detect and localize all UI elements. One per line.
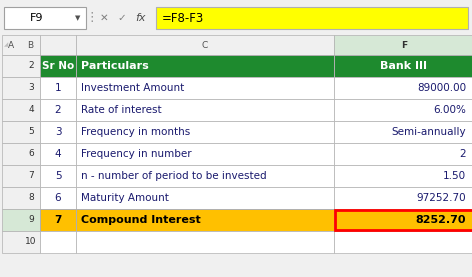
Bar xyxy=(76,187,334,209)
Bar xyxy=(334,55,472,77)
Bar xyxy=(334,77,472,99)
Text: Bank III: Bank III xyxy=(380,61,428,71)
Bar xyxy=(156,7,468,29)
Text: C: C xyxy=(202,40,208,50)
Bar xyxy=(334,209,472,231)
Text: Investment Amount: Investment Amount xyxy=(81,83,184,93)
Bar xyxy=(334,35,472,55)
Text: 3: 3 xyxy=(28,83,34,93)
Text: 2: 2 xyxy=(459,149,466,159)
Text: Particulars: Particulars xyxy=(81,61,149,71)
Text: 97252.70: 97252.70 xyxy=(416,193,466,203)
Bar xyxy=(334,99,472,121)
Text: fx: fx xyxy=(135,13,145,23)
Bar xyxy=(76,165,334,187)
Text: Rate of interest: Rate of interest xyxy=(81,105,161,115)
Text: B: B xyxy=(27,40,33,50)
Bar xyxy=(0,3,472,33)
Text: 5: 5 xyxy=(28,127,34,137)
Bar xyxy=(335,210,472,230)
Bar xyxy=(40,35,76,55)
Text: Frequency in months: Frequency in months xyxy=(81,127,190,137)
Text: ◢: ◢ xyxy=(4,42,8,47)
Bar xyxy=(4,7,86,29)
Bar xyxy=(76,99,334,121)
Text: 3: 3 xyxy=(55,127,61,137)
Text: ⋮: ⋮ xyxy=(86,12,98,24)
Bar xyxy=(2,209,40,231)
Bar xyxy=(2,77,40,99)
Text: 6.00%: 6.00% xyxy=(433,105,466,115)
Text: ✕: ✕ xyxy=(100,13,109,23)
Text: 2: 2 xyxy=(55,105,61,115)
Bar xyxy=(334,231,472,253)
Text: F: F xyxy=(401,40,407,50)
Text: ▼: ▼ xyxy=(76,15,81,21)
Bar xyxy=(2,99,40,121)
Text: ✓: ✓ xyxy=(118,13,126,23)
Bar xyxy=(334,143,472,165)
Bar xyxy=(40,209,76,231)
Bar xyxy=(40,99,76,121)
Text: A: A xyxy=(8,40,14,50)
Bar xyxy=(2,55,40,77)
Text: Semi-annually: Semi-annually xyxy=(391,127,466,137)
Text: 6: 6 xyxy=(28,150,34,158)
Bar xyxy=(40,231,76,253)
Bar xyxy=(40,121,76,143)
Bar xyxy=(2,35,40,55)
Bar xyxy=(40,187,76,209)
Bar xyxy=(334,187,472,209)
Bar xyxy=(76,231,334,253)
Bar xyxy=(334,121,472,143)
Bar xyxy=(334,165,472,187)
Text: n - number of period to be invested: n - number of period to be invested xyxy=(81,171,267,181)
Text: =F8-F3: =F8-F3 xyxy=(162,12,204,24)
Bar xyxy=(76,209,334,231)
Text: 10: 10 xyxy=(25,237,37,247)
Bar xyxy=(40,55,76,77)
Text: F9: F9 xyxy=(30,13,43,23)
Text: 2: 2 xyxy=(28,61,34,71)
Bar xyxy=(40,143,76,165)
Bar xyxy=(76,143,334,165)
Text: 9: 9 xyxy=(28,216,34,224)
Bar xyxy=(2,121,40,143)
Text: 8252.70: 8252.70 xyxy=(415,215,466,225)
Bar xyxy=(76,77,334,99)
Text: Compound Interest: Compound Interest xyxy=(81,215,201,225)
Text: 8: 8 xyxy=(28,194,34,202)
Text: 7: 7 xyxy=(28,171,34,181)
Text: 5: 5 xyxy=(55,171,61,181)
Text: Maturity Amount: Maturity Amount xyxy=(81,193,169,203)
Text: Frequency in number: Frequency in number xyxy=(81,149,192,159)
Bar xyxy=(76,121,334,143)
Bar xyxy=(2,165,40,187)
Text: 89000.00: 89000.00 xyxy=(417,83,466,93)
Text: 1.50: 1.50 xyxy=(443,171,466,181)
Bar xyxy=(2,143,40,165)
Text: 1: 1 xyxy=(55,83,61,93)
Bar xyxy=(76,55,334,77)
Bar xyxy=(2,231,40,253)
Bar xyxy=(2,187,40,209)
Text: 4: 4 xyxy=(28,106,34,114)
Text: Sr No: Sr No xyxy=(42,61,74,71)
Bar xyxy=(76,35,334,55)
Bar xyxy=(40,77,76,99)
Bar xyxy=(40,165,76,187)
Text: 4: 4 xyxy=(55,149,61,159)
Text: 6: 6 xyxy=(55,193,61,203)
Text: 7: 7 xyxy=(54,215,62,225)
